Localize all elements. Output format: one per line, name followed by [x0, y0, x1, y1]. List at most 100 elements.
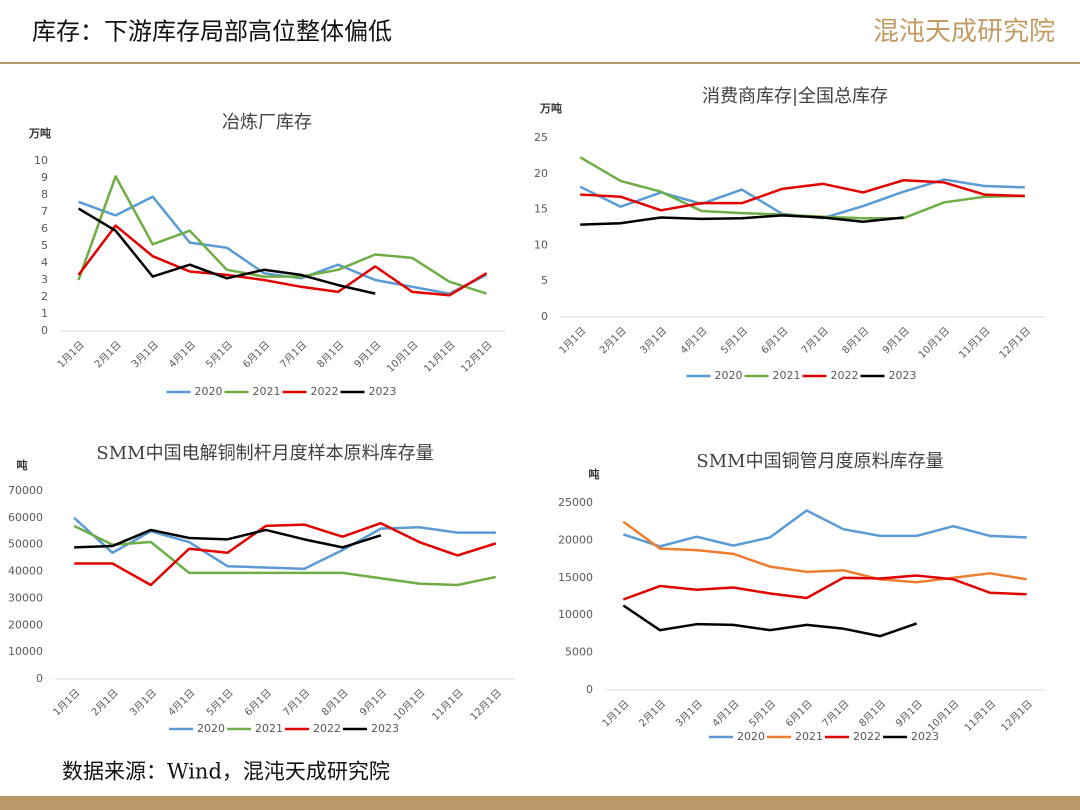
x-tick-label: 2月1日	[92, 339, 124, 371]
series-line	[73, 516, 496, 571]
x-tick-label: 7月1日	[820, 698, 852, 730]
x-tick-label: 11月1日	[962, 698, 998, 734]
x-tick-label: 4月1日	[678, 325, 710, 357]
legend-label: 2020	[715, 369, 743, 382]
x-tick-label: 9月1日	[357, 687, 389, 719]
x-tick-label: 10月1日	[384, 339, 420, 375]
slide-title: 库存：下游库存局部高位整体偏低	[32, 18, 392, 46]
series-line	[77, 175, 487, 295]
x-tick-label: 5月1日	[203, 339, 235, 371]
chart-title: 冶炼厂库存	[222, 112, 312, 133]
x-tick-label: 3月1日	[129, 339, 161, 371]
footer-bar	[0, 796, 1080, 810]
x-tick-label: 8月1日	[857, 698, 889, 730]
y-tick-label: 3	[41, 273, 48, 286]
legend-label: 2022	[853, 730, 881, 743]
x-tick-label: 12月1日	[468, 687, 504, 723]
x-tick-label: 4月1日	[166, 687, 198, 719]
x-tick-label: 2月1日	[597, 325, 629, 357]
y-tick-label: 10	[534, 238, 548, 251]
y-tick-label: 0	[41, 324, 48, 337]
y-tick-label: 10000	[558, 608, 593, 621]
y-tick-label: 10	[34, 154, 48, 167]
x-tick-label: 6月1日	[783, 698, 815, 730]
x-tick-label: 10月1日	[391, 687, 427, 723]
x-tick-label: 6月1日	[242, 687, 274, 719]
x-tick-label: 6月1日	[241, 339, 273, 371]
x-tick-label: 5月1日	[204, 687, 236, 719]
x-tick-label: 2月1日	[89, 687, 121, 719]
y-tick-label: 20	[534, 167, 548, 180]
x-tick-label: 10月1日	[916, 325, 952, 361]
y-axis-label: 万吨	[28, 126, 51, 140]
series-line	[580, 178, 1025, 212]
legend-label: 2020	[197, 722, 225, 735]
x-tick-label: 8月1日	[319, 687, 351, 719]
x-tick-label: 1月1日	[600, 698, 632, 730]
x-tick-label: 12月1日	[999, 698, 1035, 734]
y-tick-label: 0	[586, 683, 593, 696]
x-tick-label: 12月1日	[459, 339, 495, 375]
series-line	[622, 520, 1027, 584]
legend-label: 2022	[311, 385, 339, 398]
series-line	[73, 524, 497, 587]
legend-label: 2021	[253, 385, 281, 398]
y-tick-label: 25000	[558, 496, 593, 509]
legend-label: 2021	[773, 369, 801, 382]
x-tick-label: 5月1日	[747, 698, 779, 730]
y-tick-label: 60000	[8, 511, 43, 524]
y-tick-label: 8	[41, 188, 48, 201]
legend-label: 2023	[889, 369, 917, 382]
source-note: 数据来源：Wind，混沌天成研究院	[62, 760, 390, 784]
x-tick-label: 7月1日	[799, 325, 831, 357]
y-axis-label: 吨	[17, 458, 28, 472]
chart-title: SMM中国铜管月度原料库存量	[696, 451, 943, 472]
legend-label: 2023	[371, 722, 399, 735]
x-tick-label: 11月1日	[956, 325, 992, 361]
series-line	[74, 521, 497, 587]
x-tick-label: 1月1日	[55, 339, 87, 371]
x-tick-label: 1月1日	[51, 687, 83, 719]
x-tick-label: 7月1日	[278, 339, 310, 371]
y-tick-label: 20000	[8, 618, 43, 631]
y-tick-label: 5000	[565, 646, 593, 659]
y-tick-label: 1	[41, 307, 48, 320]
chart-title: 消费商库存|全国总库存	[702, 86, 888, 107]
series-line	[74, 528, 382, 549]
y-tick-label: 5	[41, 239, 48, 252]
x-tick-label: 9月1日	[893, 698, 925, 730]
legend-label: 2023	[369, 385, 397, 398]
x-tick-label: 3月1日	[127, 687, 159, 719]
x-tick-label: 9月1日	[880, 325, 912, 357]
y-tick-label: 15	[534, 203, 548, 216]
x-tick-label: 3月1日	[673, 698, 705, 730]
x-tick-label: 8月1日	[840, 325, 872, 357]
legend-label: 2020	[737, 730, 765, 743]
y-tick-label: 20000	[558, 533, 593, 546]
y-tick-label: 0	[541, 310, 548, 323]
y-tick-label: 30000	[8, 591, 43, 604]
legend-label: 2022	[313, 722, 341, 735]
y-tick-label: 5	[541, 274, 548, 287]
x-tick-label: 4月1日	[166, 339, 198, 371]
x-tick-label: 1月1日	[557, 325, 589, 357]
y-tick-label: 7	[41, 205, 48, 218]
x-tick-label: 11月1日	[421, 339, 457, 375]
series-line	[77, 224, 488, 297]
series-line	[622, 604, 918, 638]
x-tick-label: 12月1日	[997, 325, 1033, 361]
y-tick-label: 70000	[8, 484, 43, 497]
x-tick-label: 3月1日	[638, 325, 670, 357]
series-line	[77, 207, 376, 295]
legend-label: 2020	[195, 385, 223, 398]
x-tick-label: 2月1日	[637, 698, 669, 730]
y-axis-label: 吨	[589, 467, 600, 481]
legend-label: 2021	[795, 730, 823, 743]
y-tick-label: 6	[41, 222, 48, 235]
chart-title: SMM中国电解铜制杆月度样本原料库存量	[96, 443, 433, 464]
legend-label: 2022	[831, 369, 859, 382]
y-tick-label: 10000	[8, 645, 43, 658]
x-tick-label: 5月1日	[718, 325, 750, 357]
x-tick-label: 8月1日	[315, 339, 347, 371]
